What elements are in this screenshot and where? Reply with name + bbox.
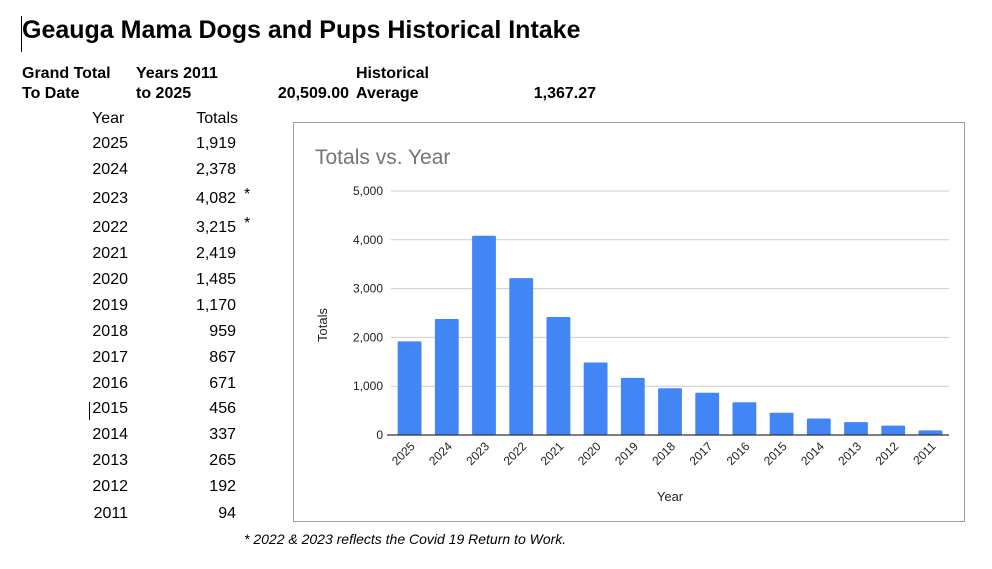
bar <box>844 422 868 435</box>
x-tick-label: 2012 <box>873 439 902 468</box>
bar <box>732 402 757 435</box>
bar <box>472 235 496 435</box>
table-cell-total: 265 <box>209 452 236 469</box>
table-cell-total: 337 <box>209 426 236 443</box>
table-cell-year: 2022 <box>92 219 128 236</box>
x-axis-title: Year <box>657 489 684 504</box>
x-tick-label: 2024 <box>426 439 455 468</box>
table-cell-year: 2019 <box>92 297 128 314</box>
x-tick-label: 2019 <box>612 439 641 468</box>
bar <box>620 377 645 435</box>
table-cell-total: 1,919 <box>195 135 236 152</box>
table-cell-total: 2,378 <box>195 161 236 178</box>
y-tick-label: 1,000 <box>353 379 383 393</box>
table-cell-year: 2021 <box>92 245 128 262</box>
x-tick-label: 2016 <box>724 439 753 468</box>
table-cell-year: 2011 <box>93 505 128 522</box>
x-tick-label: 2017 <box>687 439 716 468</box>
table-cell-total: 94 <box>218 505 236 522</box>
table-cell-year: 2018 <box>92 323 128 340</box>
average-label-line2: Average <box>356 85 419 102</box>
table-cell-year: 2020 <box>92 271 128 288</box>
table-cell-total: 867 <box>209 349 236 366</box>
x-tick-label: 2015 <box>761 439 790 468</box>
x-tick-label: 2011 <box>910 439 938 467</box>
x-tick-label: 2022 <box>501 439 530 468</box>
chart-frame: Totals vs. Year 0 1,000 2,000 3,000 4,000 5,00… <box>293 122 965 522</box>
y-tick-label: 3,000 <box>353 282 383 296</box>
table-cell-year: 2012 <box>92 478 128 495</box>
x-tick-label: 2025 <box>389 439 418 468</box>
table-cell-total: 1,170 <box>195 297 236 314</box>
table-header-totals: Totals <box>196 110 238 127</box>
table-cell-total: 1,485 <box>195 271 236 288</box>
table-cell-year: 2016 <box>92 375 128 392</box>
bar <box>658 388 682 435</box>
table-cell-total: 2,419 <box>195 245 236 262</box>
table-cell-year: 2017 <box>92 349 128 366</box>
table-cell-year: 2024 <box>92 161 128 178</box>
table-cell-total: 671 <box>209 375 236 392</box>
bar <box>806 418 831 435</box>
asterisk-marker: * <box>244 215 251 232</box>
table-cell-total: 192 <box>209 478 236 495</box>
bar <box>583 362 608 435</box>
x-tick-label: 2020 <box>575 439 604 468</box>
grand-total-label-line1: Grand Total <box>22 65 111 82</box>
text-cursor <box>21 16 22 52</box>
x-tick-label: 2014 <box>798 439 827 468</box>
average-label-line1: Historical <box>356 65 429 82</box>
table-cell-year: 2023 <box>92 190 128 207</box>
table-header-year: Year <box>92 110 125 127</box>
bar <box>434 318 459 435</box>
bar <box>881 425 906 435</box>
page-title: Geauga Mama Dogs and Pups Historical Int… <box>22 16 581 44</box>
footnote: * 2022 & 2023 reflects the Covid 19 Retu… <box>244 531 567 547</box>
average-value: 1,367.27 <box>533 85 596 102</box>
x-tick-label: 2018 <box>649 439 678 468</box>
y-tick-label: 5,000 <box>353 184 383 198</box>
bar-chart: Totals vs. Year 0 1,000 2,000 3,000 4,000 5,00… <box>315 146 949 504</box>
bar <box>695 392 720 435</box>
table-cell-total: 456 <box>209 400 236 417</box>
bar <box>769 412 794 435</box>
asterisk-marker: * <box>244 186 251 203</box>
text-cursor <box>89 402 90 420</box>
grand-total-label: Grand Total To Date <box>22 64 111 104</box>
table-cell-total: 959 <box>209 323 236 340</box>
y-tick-label: 4,000 <box>353 233 383 247</box>
bar <box>397 341 422 435</box>
table-cell-year: 2025 <box>92 135 128 152</box>
table-cell-year: 2015 <box>92 400 128 417</box>
x-tick-label: 2023 <box>463 439 492 468</box>
x-tick-label: 2013 <box>835 439 864 468</box>
y-tick-label: 0 <box>376 428 383 442</box>
average-label: Historical Average <box>356 64 429 104</box>
table-cell-year: 2014 <box>92 426 128 443</box>
x-tick-label: 2021 <box>538 439 567 468</box>
years-label-line1: Years 2011 <box>136 65 218 82</box>
table-cell-year: 2013 <box>92 452 128 469</box>
table-cell-total: 4,082 <box>195 190 236 207</box>
bar <box>918 430 943 435</box>
grand-total-label-line2: To Date <box>22 85 80 102</box>
y-axis-title: Totals <box>315 308 330 342</box>
years-label: Years 2011 to 2025 <box>136 64 218 104</box>
y-tick-label: 2,000 <box>353 330 383 344</box>
bar <box>546 316 571 435</box>
table-cell-total: 3,215 <box>195 219 236 236</box>
years-label-line2: to 2025 <box>136 85 192 102</box>
bar <box>509 278 534 435</box>
grand-total-value: 20,509.00 <box>277 85 349 102</box>
chart-title: Totals vs. Year <box>315 146 450 169</box>
